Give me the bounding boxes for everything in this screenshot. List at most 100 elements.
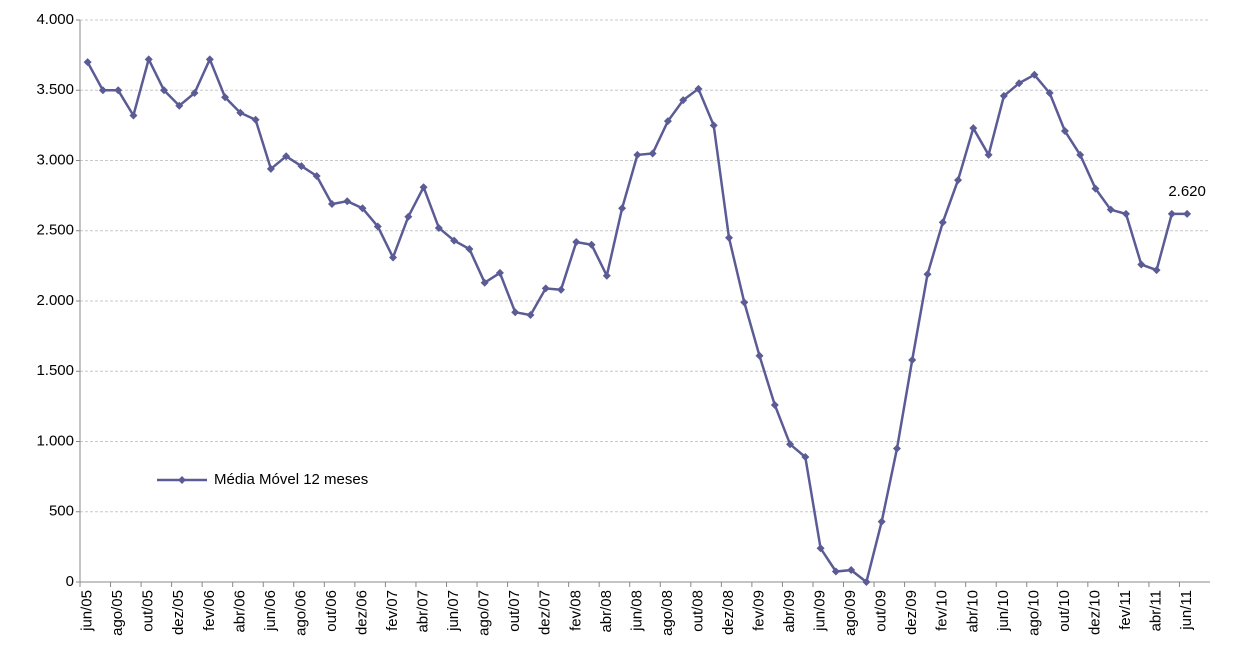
point-marker <box>129 111 138 120</box>
point-marker <box>1183 209 1192 218</box>
x-tick-label: fev/06 <box>201 590 218 631</box>
point-marker <box>633 150 642 159</box>
point-marker <box>618 204 627 213</box>
point-marker <box>1137 260 1146 269</box>
point-marker <box>465 245 474 254</box>
x-tick-label: fev/10 <box>934 590 951 631</box>
x-tick-label: jun/10 <box>995 590 1012 632</box>
x-tick-label: abr/07 <box>415 590 432 633</box>
point-marker <box>770 400 779 409</box>
y-tick-label: 500 <box>49 503 74 520</box>
x-tick-label: ago/10 <box>1025 590 1042 636</box>
point-marker <box>98 86 107 95</box>
x-tick-label: jun/07 <box>445 590 462 632</box>
point-marker <box>404 212 413 221</box>
point-marker <box>266 164 275 173</box>
point-marker <box>480 278 489 287</box>
point-marker <box>389 253 398 262</box>
x-tick-label: dez/05 <box>170 590 187 635</box>
x-tick-label: jun/09 <box>812 590 829 632</box>
x-tick-label: out/08 <box>689 590 706 632</box>
point-marker <box>282 152 291 161</box>
point-marker <box>938 218 947 227</box>
point-marker <box>343 197 352 206</box>
point-marker <box>1076 150 1085 159</box>
y-tick-label: 2.500 <box>36 222 74 239</box>
x-tick-label: dez/06 <box>353 590 370 635</box>
point-marker <box>724 233 733 242</box>
point-marker <box>663 117 672 126</box>
legend-label: Média Móvel 12 meses <box>214 471 368 488</box>
y-tick-label: 3.000 <box>36 151 74 168</box>
point-marker <box>190 89 199 98</box>
point-marker <box>144 55 153 64</box>
data-label: 2.620 <box>1168 183 1206 200</box>
y-tick-label: 3.500 <box>36 81 74 98</box>
x-tick-label: jun/11 <box>1178 590 1195 631</box>
point-marker <box>495 268 504 277</box>
x-tick-label: abr/10 <box>964 590 981 633</box>
point-marker <box>557 285 566 294</box>
x-tick-label: abr/06 <box>231 590 248 633</box>
x-tick-label: abr/11 <box>1148 590 1165 631</box>
point-marker <box>1167 209 1176 218</box>
legend-marker <box>178 476 186 484</box>
point-marker <box>694 84 703 93</box>
y-tick-label: 2.000 <box>36 292 74 309</box>
point-marker <box>679 96 688 105</box>
x-tick-label: ago/05 <box>109 590 126 636</box>
point-marker <box>541 284 550 293</box>
point-marker <box>312 171 321 180</box>
x-tick-label: out/07 <box>506 590 523 632</box>
x-tick-label: out/10 <box>1056 590 1073 632</box>
point-marker <box>114 86 123 95</box>
point-marker <box>969 124 978 133</box>
point-marker <box>159 86 168 95</box>
x-tick-label: out/09 <box>873 590 890 632</box>
x-tick-label: fev/08 <box>567 590 584 631</box>
point-marker <box>908 356 917 365</box>
point-marker <box>1106 205 1115 214</box>
point-marker <box>205 55 214 64</box>
point-marker <box>450 236 459 245</box>
point-marker <box>892 444 901 453</box>
x-tick-label: ago/09 <box>842 590 859 636</box>
x-tick-label: fev/09 <box>750 590 767 631</box>
point-marker <box>511 308 520 317</box>
point-marker <box>419 183 428 192</box>
point-marker <box>587 240 596 249</box>
x-tick-label: abr/09 <box>781 590 798 633</box>
point-marker <box>954 176 963 185</box>
point-marker <box>434 223 443 232</box>
point-marker <box>984 150 993 159</box>
point-marker <box>1152 266 1161 275</box>
y-tick-label: 1.500 <box>36 362 74 379</box>
point-marker <box>740 298 749 307</box>
point-marker <box>1091 184 1100 193</box>
point-marker <box>999 91 1008 100</box>
point-marker <box>923 270 932 279</box>
point-marker <box>175 101 184 110</box>
point-marker <box>862 578 871 586</box>
point-marker <box>297 162 306 171</box>
x-tick-label: fev/11 <box>1117 590 1134 630</box>
point-marker <box>816 544 825 553</box>
x-tick-label: fev/07 <box>384 590 401 631</box>
x-tick-label: jun/08 <box>628 590 645 632</box>
x-tick-label: abr/08 <box>598 590 615 633</box>
y-tick-label: 4.000 <box>36 11 74 28</box>
point-marker <box>251 115 260 124</box>
point-marker <box>1015 79 1024 88</box>
x-tick-label: dez/10 <box>1086 590 1103 635</box>
x-tick-label: jun/05 <box>79 590 96 632</box>
point-marker <box>877 517 886 526</box>
point-marker <box>602 271 611 280</box>
x-tick-label: ago/08 <box>659 590 676 636</box>
point-marker <box>786 440 795 449</box>
x-tick-label: ago/07 <box>476 590 493 636</box>
point-marker <box>1045 89 1054 98</box>
point-marker <box>83 58 92 67</box>
series-line <box>86 55 1188 585</box>
point-marker <box>1030 70 1039 79</box>
